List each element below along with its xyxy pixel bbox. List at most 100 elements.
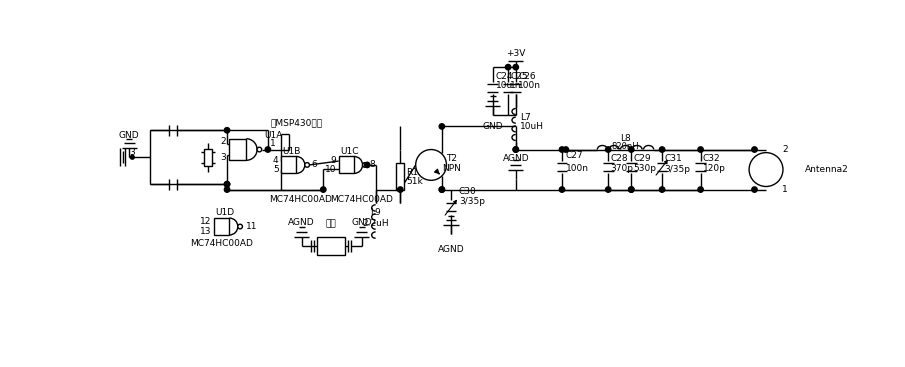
Circle shape bbox=[698, 147, 703, 152]
Circle shape bbox=[265, 147, 271, 152]
Circle shape bbox=[698, 187, 703, 192]
Text: MC74HC00AD: MC74HC00AD bbox=[269, 195, 331, 204]
Bar bbox=[317, 237, 345, 255]
Text: 370p: 370p bbox=[611, 164, 633, 172]
Text: +3V: +3V bbox=[506, 49, 526, 58]
Circle shape bbox=[563, 147, 568, 152]
Text: C28: C28 bbox=[611, 154, 628, 163]
Circle shape bbox=[439, 187, 444, 192]
Circle shape bbox=[605, 187, 611, 192]
Circle shape bbox=[752, 147, 757, 152]
Circle shape bbox=[513, 147, 519, 152]
Circle shape bbox=[224, 182, 230, 187]
Text: 5: 5 bbox=[273, 165, 279, 174]
Text: C31: C31 bbox=[664, 154, 682, 163]
Circle shape bbox=[559, 147, 565, 152]
Circle shape bbox=[397, 187, 403, 192]
Text: 磁珠: 磁珠 bbox=[326, 220, 337, 229]
Text: 1: 1 bbox=[271, 139, 276, 148]
Text: U1D: U1D bbox=[215, 208, 234, 217]
Circle shape bbox=[629, 187, 634, 192]
Text: AGND: AGND bbox=[502, 154, 529, 163]
Circle shape bbox=[224, 182, 230, 187]
Text: C30: C30 bbox=[459, 188, 477, 196]
Text: L8: L8 bbox=[620, 134, 631, 143]
Circle shape bbox=[752, 187, 757, 192]
Text: C26: C26 bbox=[518, 72, 536, 81]
Text: R13: R13 bbox=[406, 168, 424, 177]
Bar bbox=[338, 156, 354, 173]
Text: C32: C32 bbox=[703, 154, 720, 163]
Text: U1B: U1B bbox=[282, 146, 300, 156]
Circle shape bbox=[224, 187, 230, 192]
Circle shape bbox=[749, 153, 783, 186]
Circle shape bbox=[257, 147, 262, 152]
Text: 1: 1 bbox=[783, 185, 788, 194]
Text: C24: C24 bbox=[496, 72, 513, 81]
Text: T2: T2 bbox=[445, 154, 457, 163]
Circle shape bbox=[130, 155, 134, 159]
Text: L7: L7 bbox=[520, 113, 531, 122]
Text: 4: 4 bbox=[273, 156, 279, 165]
Circle shape bbox=[660, 187, 665, 192]
Circle shape bbox=[660, 147, 665, 152]
Text: 13: 13 bbox=[200, 227, 212, 236]
Bar bbox=[214, 218, 229, 235]
Text: 6: 6 bbox=[311, 160, 318, 170]
Text: 2: 2 bbox=[783, 145, 788, 154]
Text: 120p: 120p bbox=[703, 164, 726, 172]
Text: Antenna2: Antenna2 bbox=[805, 165, 848, 174]
Text: 3/35p: 3/35p bbox=[664, 165, 691, 174]
Text: C25: C25 bbox=[510, 72, 528, 81]
Text: 820nH: 820nH bbox=[611, 142, 639, 151]
Text: 10u: 10u bbox=[496, 81, 513, 90]
Circle shape bbox=[505, 65, 510, 70]
Circle shape bbox=[439, 187, 444, 192]
Text: 10: 10 bbox=[325, 165, 337, 174]
Circle shape bbox=[238, 224, 243, 229]
Circle shape bbox=[305, 163, 310, 167]
Text: C29: C29 bbox=[634, 154, 652, 163]
Circle shape bbox=[629, 147, 634, 152]
Text: 2: 2 bbox=[221, 137, 226, 146]
Circle shape bbox=[605, 147, 611, 152]
Text: 8: 8 bbox=[369, 160, 376, 170]
Circle shape bbox=[559, 187, 565, 192]
Circle shape bbox=[365, 162, 370, 168]
Text: GND: GND bbox=[119, 131, 139, 140]
Bar bbox=[204, 149, 212, 166]
Circle shape bbox=[439, 124, 444, 129]
Text: 1n: 1n bbox=[510, 81, 522, 90]
Text: U1C: U1C bbox=[340, 146, 358, 156]
Circle shape bbox=[415, 149, 446, 180]
Bar bbox=[396, 163, 405, 190]
Text: 10uH: 10uH bbox=[520, 122, 545, 131]
Circle shape bbox=[224, 128, 230, 133]
Text: L9: L9 bbox=[370, 208, 381, 217]
Text: GND: GND bbox=[482, 122, 503, 131]
Text: 100n: 100n bbox=[518, 81, 541, 90]
Text: MC74HC00AD: MC74HC00AD bbox=[190, 239, 253, 248]
Text: 接MSP430接口: 接MSP430接口 bbox=[271, 118, 322, 127]
Text: 3: 3 bbox=[129, 148, 135, 157]
Bar bbox=[281, 156, 296, 173]
Text: 9: 9 bbox=[330, 156, 337, 165]
Text: 530p: 530p bbox=[634, 164, 657, 172]
Text: 2.2uH: 2.2uH bbox=[362, 219, 389, 228]
Text: 3/35p: 3/35p bbox=[459, 197, 485, 206]
Text: AGND: AGND bbox=[289, 218, 315, 227]
Circle shape bbox=[513, 65, 519, 70]
Text: 100n: 100n bbox=[566, 164, 589, 172]
Circle shape bbox=[629, 187, 634, 192]
Text: 3: 3 bbox=[221, 153, 226, 162]
Text: NPN: NPN bbox=[442, 164, 461, 173]
Text: 11: 11 bbox=[245, 222, 257, 231]
Circle shape bbox=[363, 163, 367, 167]
Circle shape bbox=[513, 147, 519, 152]
Text: U1A: U1A bbox=[264, 131, 282, 140]
Text: C27: C27 bbox=[566, 151, 584, 160]
Text: 12: 12 bbox=[200, 217, 212, 226]
Circle shape bbox=[320, 187, 326, 192]
Text: AGND: AGND bbox=[438, 245, 464, 254]
Text: MC74HC00AD: MC74HC00AD bbox=[330, 195, 394, 204]
